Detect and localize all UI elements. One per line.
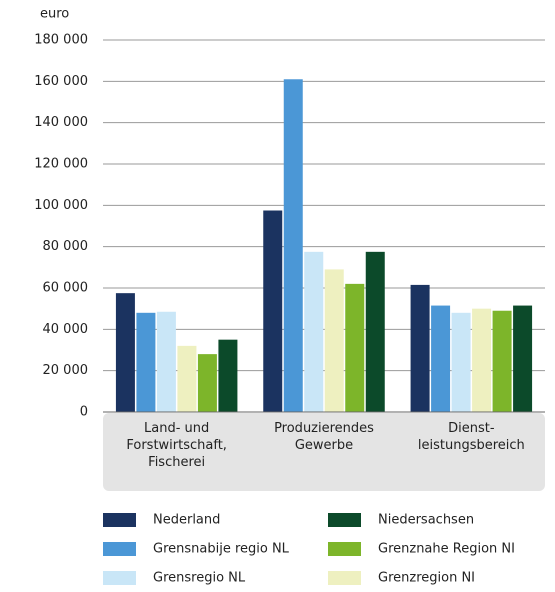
y-tick-label: 140 000 [34,115,88,130]
x-tick-label: Produzierendes Gewerbe [274,421,374,453]
legend-swatch [328,513,361,527]
legend-swatch [103,542,136,556]
y-tick-label: 160 000 [34,74,88,89]
bar [492,310,512,412]
bar [136,312,156,412]
bar [472,308,492,412]
bar [451,312,471,412]
category-band [103,413,545,491]
y-tick-label: 20 000 [43,363,89,378]
legend-label: Niedersachsen [378,513,474,528]
y-unit-label: euro [40,7,69,22]
bar [431,305,451,412]
bar [197,354,217,412]
bar [410,284,430,412]
bar [177,345,197,412]
x-tick-label: Dienst- leistungsbereich [417,421,525,453]
bar [324,269,344,412]
legend-label: Grenznahe Region NI [378,542,515,557]
bar [218,339,238,412]
bar [365,251,385,412]
y-tick-label: 60 000 [43,281,89,296]
legend-label: Grenzregion NI [378,571,475,586]
bar [304,251,324,412]
bar [513,305,533,412]
bar [115,293,135,412]
legend-label: Nederland [153,513,220,528]
x-tick-label: Land- und Forstwirtschaft, Fischerei [126,421,227,470]
y-tick-label: 120 000 [34,157,88,172]
y-tick-label: 0 [80,405,88,420]
bar [156,311,176,412]
legend-label: Grensnabije regio NL [153,542,290,557]
bar [263,210,283,412]
legend-swatch [328,542,361,556]
legend-swatch [328,571,361,585]
legend-swatch [103,513,136,527]
y-tick-label: 80 000 [43,239,89,254]
y-tick-label: 40 000 [43,322,89,337]
legend-label: Grensregio NL [153,571,246,586]
bar [345,283,365,412]
legend-swatch [103,571,136,585]
bar [283,79,303,413]
y-tick-label: 180 000 [34,33,88,48]
y-tick-label: 100 000 [34,198,88,213]
